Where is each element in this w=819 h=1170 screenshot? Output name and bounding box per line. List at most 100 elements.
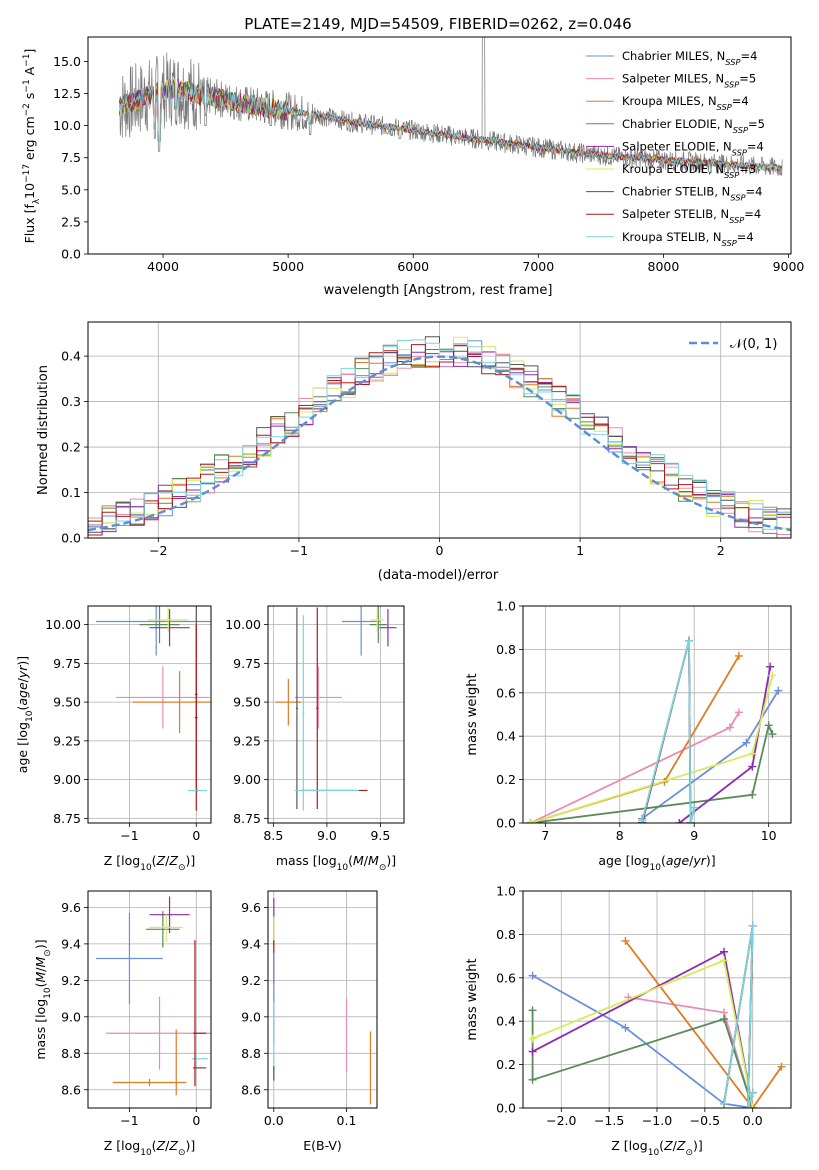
y-axis-label-part: A xyxy=(22,66,37,79)
y-axis-label-part: erg cm xyxy=(22,116,37,164)
weight-marker xyxy=(526,819,535,823)
weight-marker xyxy=(766,662,775,671)
y-axis-label-part: 10 xyxy=(25,710,35,722)
x-tick-label: −1 xyxy=(290,543,308,558)
weight-series-line xyxy=(530,655,740,823)
y-tick-label: 8.8 xyxy=(241,1046,261,1061)
x-axis-label-part: ( xyxy=(152,853,157,868)
x-tick-label: −1.5 xyxy=(594,1113,624,1128)
weight-series-line xyxy=(624,940,783,1108)
y-tick-label: 5.0 xyxy=(61,182,81,197)
mass-vs-metallicity-panel: −1 08.68.89.09.29.49.6Z [log10(Z/Z⊙)]mass… xyxy=(33,890,212,1158)
x-axis-label-part: 10 xyxy=(650,863,662,873)
legend-entry: Kroupa MILES, NSSP=4 xyxy=(622,94,749,112)
x-axis-label-part: Z [log xyxy=(611,1138,647,1153)
legend-entry: Chabrier ELODIE, NSSP=5 xyxy=(622,117,765,135)
weight-series-line xyxy=(532,950,754,1108)
y-tick-label: 0.2 xyxy=(496,1057,516,1072)
x-axis-label-part: ⊙ xyxy=(178,1148,186,1158)
x-axis-label-part: mass [log xyxy=(276,853,337,868)
weight-vs-metallicity-panel: −2.0 −1.5 −1.0 −0.5 0.0 0.0 0.2 0.4 0.6 0.8 1.0 Z [… xyxy=(465,884,792,1158)
weight-marker xyxy=(748,1104,757,1108)
y-tick-label: 9.4 xyxy=(241,936,261,951)
x-axis-label-part: age [log xyxy=(598,853,649,868)
x-tick-label: 9.5 xyxy=(370,828,390,843)
y-axis-label-part: yr xyxy=(15,665,30,679)
weight-series-line xyxy=(531,1010,754,1108)
x-tick-label: 0 xyxy=(192,1113,200,1128)
y-axis-label-part: −2 xyxy=(22,103,32,116)
x-axis-label: wavelength [Angstrom, rest frame] xyxy=(324,283,553,298)
weight-marker xyxy=(528,1047,537,1056)
y-tick-label: 15.0 xyxy=(53,54,81,69)
y-axis-label-part: age xyxy=(15,682,30,706)
axes-frame xyxy=(87,605,212,824)
x-tick-label: −0.5 xyxy=(690,1113,720,1128)
weight-series-line xyxy=(532,974,753,1108)
x-axis-label: Z [log10(Z/Z⊙)] xyxy=(611,1138,703,1158)
x-tick-label: 0 xyxy=(436,543,444,558)
y-tick-label: 0.0 xyxy=(61,531,81,546)
y-tick-label: 8.75 xyxy=(53,811,81,826)
y-tick-label: 9.25 xyxy=(53,733,81,748)
weight-marker xyxy=(734,708,743,717)
y-axis-label-part: −1 xyxy=(22,79,32,92)
y-tick-label: 0.6 xyxy=(496,685,516,700)
weight-marker xyxy=(621,1023,630,1032)
legend-entry-part: =3 xyxy=(739,162,756,176)
residual-histogram xyxy=(88,344,791,536)
y-axis-label-part: 10 xyxy=(22,183,37,199)
x-tick-label: 9 xyxy=(690,828,698,843)
x-axis-label-part: 10 xyxy=(337,863,349,873)
y-tick-label: 2.5 xyxy=(61,214,81,229)
weight-marker xyxy=(748,790,757,799)
weight-marker xyxy=(685,636,694,645)
y-axis-label-part: Flux [f xyxy=(22,204,37,244)
weight-marker xyxy=(742,738,751,747)
weight-marker xyxy=(675,819,684,823)
y-axis-label-part: −17 xyxy=(22,164,32,183)
x-axis-label-part: Z xyxy=(168,853,178,868)
weight-marker xyxy=(720,956,728,965)
y-tick-label: 8.6 xyxy=(61,1082,81,1097)
x-axis-label-part: 10 xyxy=(648,1148,660,1158)
y-tick-label: 8.8 xyxy=(61,1046,81,1061)
y-axis-label-part: ⊙ xyxy=(43,949,53,957)
legend-entry-part: =4 xyxy=(744,207,761,221)
weight-series-line xyxy=(723,925,754,1108)
x-tick-label: 0.1 xyxy=(337,1113,357,1128)
x-tick-label: 9000 xyxy=(773,259,805,274)
x-axis-label-part: Z xyxy=(676,1138,686,1153)
x-axis-label-part: Z xyxy=(156,1138,166,1153)
x-axis-label-part: 10 xyxy=(140,863,152,873)
y-tick-label: 9.6 xyxy=(241,900,261,915)
y-tick-label: 9.50 xyxy=(53,695,81,710)
legend-entry-part: =4 xyxy=(745,185,762,199)
x-axis-label-part: ( xyxy=(659,1138,664,1153)
x-tick-label: 5000 xyxy=(272,259,304,274)
y-tick-label: 10.00 xyxy=(225,617,261,632)
x-tick-label: 6000 xyxy=(397,259,429,274)
x-tick-label: −2 xyxy=(149,543,167,558)
weight-marker xyxy=(768,671,777,680)
x-tick-label: 8000 xyxy=(648,259,680,274)
plot-area xyxy=(96,896,211,1096)
legend-entry-part: SSP xyxy=(724,80,739,90)
legend-entry-part: SSP xyxy=(724,170,739,180)
y-tick-label: 1.0 xyxy=(496,884,516,899)
weight-marker xyxy=(686,819,695,823)
y-tick-label: 9.00 xyxy=(233,772,261,787)
legend-entry-part: =4 xyxy=(747,139,764,153)
legend-entry-part: SSP xyxy=(733,125,748,135)
plot-area xyxy=(118,37,783,177)
x-axis-label-part: )] xyxy=(386,853,396,868)
weight-marker xyxy=(734,651,743,660)
y-tick-label: 9.2 xyxy=(61,973,81,988)
weight-marker xyxy=(748,749,757,758)
plot-area xyxy=(275,606,397,811)
y-tick-label: 0.4 xyxy=(496,1014,516,1029)
plot-area xyxy=(96,606,211,811)
legend-entry: Chabrier MILES, NSSP=4 xyxy=(622,49,757,67)
legend-entry-part: SSP xyxy=(722,238,737,248)
x-axis-label-part: ( xyxy=(348,853,353,868)
